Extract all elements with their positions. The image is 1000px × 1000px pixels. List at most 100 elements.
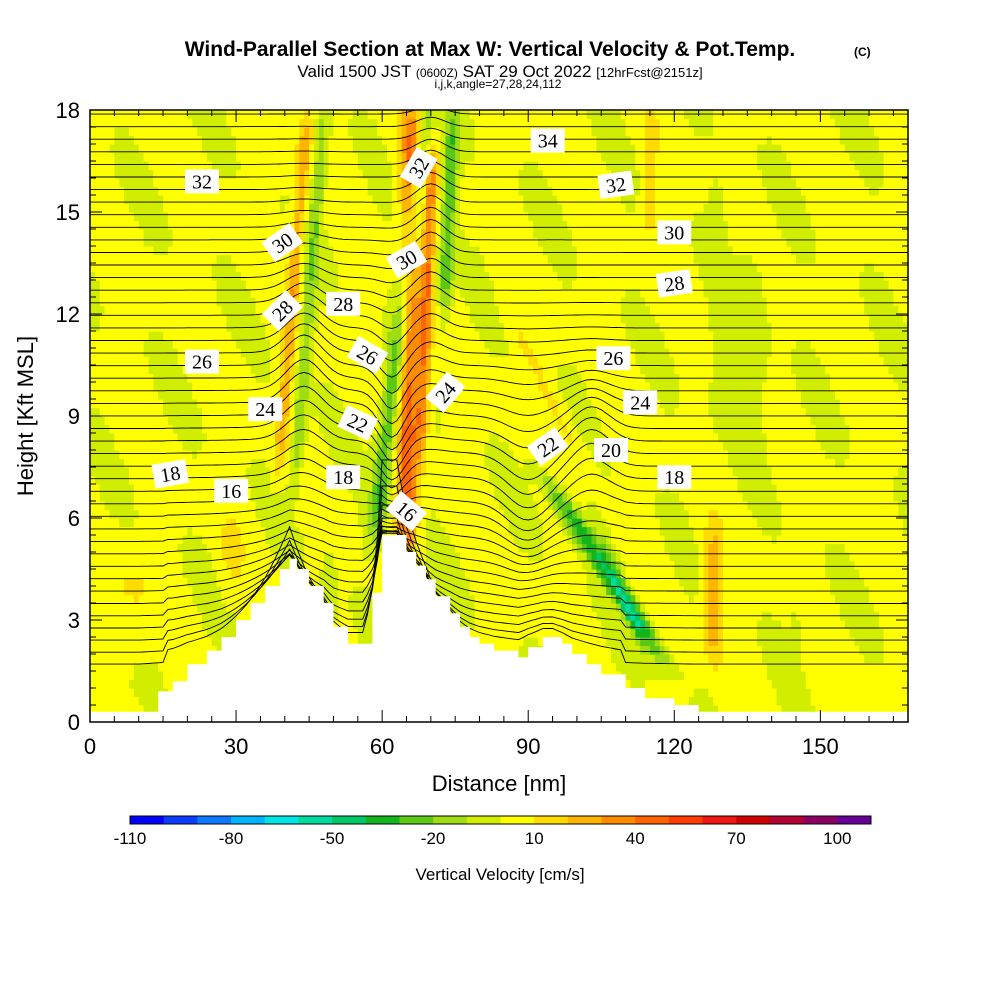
velocity-cell: [250, 152, 257, 162]
velocity-cell: [255, 229, 262, 239]
velocity-cell: [94, 407, 101, 417]
velocity-cell: [357, 169, 364, 179]
velocity-cell: [294, 416, 300, 426]
velocity-cell: [387, 518, 393, 528]
velocity-cell: [348, 135, 354, 145]
velocity-cell: [313, 373, 320, 383]
velocity-cell: [255, 118, 262, 128]
velocity-cell: [304, 492, 310, 502]
velocity-cell: [109, 637, 115, 647]
velocity-cell: [265, 110, 271, 120]
velocity-cell: [167, 637, 174, 647]
velocity-cell: [221, 169, 227, 179]
velocity-cell: [148, 271, 154, 281]
velocity-cell: [260, 594, 266, 604]
velocity-cell: [158, 186, 164, 196]
velocity-cell: [94, 331, 101, 341]
velocity-cell: [396, 433, 403, 443]
velocity-cell: [104, 229, 111, 239]
velocity-cell: [201, 654, 208, 664]
velocity-cell: [90, 220, 96, 230]
velocity-cell: [172, 501, 179, 511]
velocity-cell: [109, 331, 115, 341]
chart-indices: i,j,k,angle=27,28,24,112: [435, 77, 562, 91]
velocity-cell: [333, 212, 339, 222]
velocity-cell: [158, 254, 164, 264]
velocity-cell: [158, 161, 164, 171]
velocity-cell: [148, 518, 154, 528]
velocity-cell: [206, 144, 213, 154]
velocity-cell: [377, 254, 383, 264]
velocity-cell: [318, 246, 325, 256]
velocity-cell: [94, 135, 101, 145]
velocity-cell: [211, 110, 218, 120]
velocity-cell: [182, 671, 188, 681]
velocity-cell: [294, 407, 300, 417]
velocity-cell: [133, 424, 140, 434]
velocity-cell: [114, 705, 120, 715]
velocity-cell: [124, 339, 130, 349]
velocity-cell: [357, 399, 364, 409]
velocity-cell: [177, 552, 184, 562]
velocity-cell: [294, 254, 300, 264]
velocity-cell: [309, 169, 315, 179]
velocity-cell: [382, 118, 388, 128]
velocity-cell: [338, 254, 344, 264]
velocity-cell: [104, 339, 111, 349]
velocity-cell: [192, 603, 198, 613]
velocity-cell: [90, 203, 96, 213]
velocity-cell: [104, 518, 111, 528]
velocity-cell: [133, 322, 140, 332]
velocity-cell: [109, 688, 115, 698]
velocity-cell: [216, 186, 223, 196]
velocity-cell: [275, 518, 281, 528]
velocity-cell: [377, 450, 383, 460]
velocity-cell: [367, 322, 374, 332]
velocity-cell: [90, 280, 96, 290]
velocity-cell: [352, 603, 359, 613]
velocity-cell: [416, 348, 422, 358]
velocity-cell: [201, 339, 208, 349]
velocity-cell: [289, 169, 296, 179]
velocity-cell: [304, 144, 310, 154]
velocity-cell: [396, 152, 403, 162]
velocity-cell: [114, 560, 120, 570]
velocity-cell: [401, 365, 408, 375]
velocity-cell: [352, 331, 359, 341]
velocity-cell: [270, 509, 276, 519]
velocity-cell: [387, 365, 393, 375]
velocity-cell: [90, 458, 96, 468]
velocity-cell: [275, 424, 281, 434]
velocity-cell: [143, 135, 150, 145]
velocity-cell: [128, 628, 135, 638]
velocity-cell: [143, 475, 150, 485]
velocity-cell: [138, 458, 145, 468]
velocity-cell: [148, 577, 154, 587]
velocity-cell: [270, 135, 276, 145]
velocity-cell: [182, 552, 188, 562]
velocity-cell: [318, 305, 325, 315]
velocity-cell: [411, 203, 417, 213]
velocity-cell: [206, 416, 213, 426]
velocity-cell: [245, 433, 252, 443]
velocity-cell: [240, 237, 247, 247]
velocity-cell: [309, 237, 315, 247]
velocity-cell: [192, 263, 198, 273]
velocity-cell: [250, 229, 257, 239]
velocity-cell: [362, 594, 369, 604]
velocity-cell: [104, 365, 111, 375]
velocity-cell: [309, 212, 315, 222]
velocity-cell: [279, 212, 286, 222]
velocity-cell: [177, 186, 184, 196]
velocity-cell: [128, 220, 135, 230]
velocity-cell: [382, 390, 388, 400]
velocity-cell: [226, 594, 232, 604]
velocity-cell: [416, 314, 422, 324]
velocity-cell: [352, 135, 359, 145]
velocity-cell: [318, 195, 325, 205]
velocity-cell: [177, 288, 184, 298]
velocity-cell: [197, 152, 203, 162]
velocity-cell: [104, 297, 111, 307]
velocity-cell: [396, 365, 403, 375]
velocity-cell: [250, 450, 257, 460]
